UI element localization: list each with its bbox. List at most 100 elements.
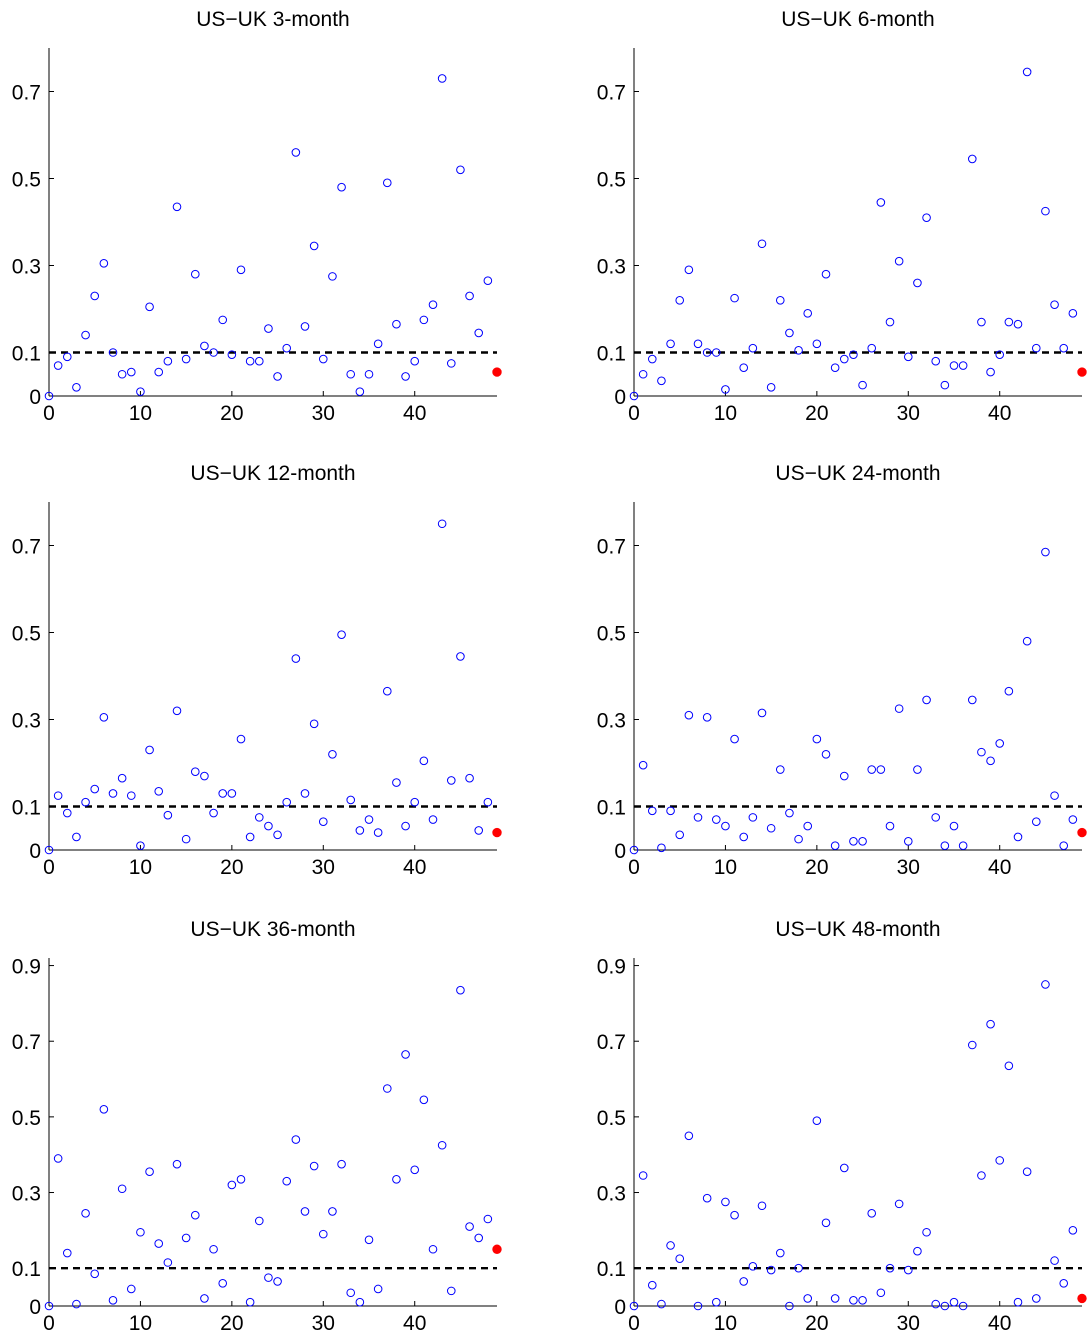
data-point	[483, 276, 493, 286]
data-point	[830, 841, 840, 850]
data-point	[940, 841, 950, 850]
data-point	[730, 1210, 739, 1220]
y-tick-label: 0	[29, 386, 41, 409]
data-point	[885, 1263, 895, 1273]
data-point	[437, 1140, 447, 1150]
data-point	[1050, 300, 1059, 309]
data-point	[757, 1201, 767, 1211]
x-tick-label: 40	[403, 402, 426, 425]
data-point	[328, 1207, 337, 1216]
data-point	[748, 1261, 758, 1271]
x-tick-label: 20	[805, 1312, 828, 1335]
chart-title: US−UK 12-month	[190, 462, 355, 485]
x-tick-label: 20	[220, 402, 243, 425]
data-point	[172, 202, 182, 212]
x-tick-label: 30	[897, 402, 920, 425]
x-tick-label: 0	[43, 856, 55, 879]
data-point	[190, 1210, 200, 1220]
data-point	[254, 356, 264, 366]
data-point	[437, 519, 447, 529]
y-tick-label: 0.3	[12, 710, 41, 733]
data-point	[410, 797, 420, 807]
y-tick-label: 0.3	[597, 256, 626, 279]
data-point	[1050, 1256, 1059, 1265]
data-point	[1022, 67, 1032, 77]
data-point	[456, 652, 465, 661]
data-point	[145, 302, 154, 312]
x-tick-label: 10	[129, 856, 152, 879]
data-point	[839, 771, 849, 781]
data-point	[419, 756, 429, 766]
x-tick-label: 40	[403, 1312, 426, 1335]
data-point	[154, 1239, 164, 1248]
data-point	[1031, 817, 1041, 827]
data-point	[136, 387, 145, 396]
y-tick-label: 0.3	[12, 256, 41, 279]
y-tick-label: 0.5	[12, 623, 41, 646]
data-point	[702, 713, 712, 722]
data-point	[181, 354, 191, 364]
data-point	[876, 198, 886, 207]
data-point	[967, 695, 977, 705]
data-point	[53, 1154, 63, 1163]
data-point	[730, 734, 739, 744]
data-point	[62, 808, 72, 818]
data-point	[958, 841, 968, 850]
data-point	[967, 154, 977, 164]
data-point	[373, 339, 383, 349]
data-point	[812, 339, 822, 349]
data-point	[117, 369, 127, 379]
data-point	[90, 291, 100, 301]
data-point	[647, 1280, 657, 1290]
data-point	[446, 359, 456, 368]
data-point	[967, 1040, 977, 1050]
data-point	[839, 1163, 849, 1173]
data-point	[1041, 206, 1050, 216]
data-point	[446, 1286, 456, 1296]
data-point	[657, 376, 666, 386]
data-point	[675, 296, 685, 305]
data-point	[346, 369, 356, 379]
data-point	[474, 826, 484, 835]
y-tick-label: 0.7	[597, 1031, 626, 1054]
data-point	[264, 821, 273, 831]
data-point	[785, 808, 794, 818]
data-point	[190, 269, 200, 279]
data-point	[830, 1294, 840, 1303]
data-point	[245, 832, 255, 842]
data-point	[858, 380, 867, 390]
data-point	[849, 350, 858, 359]
data-point	[200, 341, 209, 351]
data-point	[1031, 1294, 1041, 1303]
data-point	[1059, 841, 1069, 850]
data-point	[657, 843, 666, 853]
x-tick-label: 20	[805, 402, 828, 425]
x-tick-label: 10	[714, 856, 737, 879]
x-tick-label: 10	[129, 1312, 152, 1335]
chart-panel-2: US−UK 6-month 0 0.1 0.3 0.5 0.7 0 10 20 30 40	[597, 8, 1087, 425]
data-point	[273, 372, 282, 381]
data-point	[693, 1301, 703, 1311]
data-point	[81, 1209, 90, 1218]
data-point	[922, 695, 931, 705]
data-point	[373, 1284, 383, 1294]
data-point	[995, 739, 1005, 748]
y-tick-label: 0.7	[12, 536, 41, 559]
data-point	[894, 704, 904, 713]
data-point	[90, 1269, 100, 1279]
data-point	[876, 765, 886, 774]
data-point	[949, 361, 959, 370]
data-point	[227, 350, 237, 359]
data-point	[282, 797, 292, 807]
y-tick-label: 0.5	[597, 1107, 626, 1130]
data-point	[81, 797, 90, 807]
data-point	[227, 1180, 237, 1190]
data-point	[1059, 343, 1069, 353]
data-point	[1050, 791, 1059, 800]
data-point	[867, 343, 877, 353]
chart-panel-6: US−UK 48-month 0 0.1 0.3 0.5 0.7 0.9 0 10 20 30 40	[597, 918, 1087, 1335]
data-point	[218, 789, 228, 798]
data-point	[136, 1227, 145, 1237]
x-tick-label: 0	[43, 402, 55, 425]
data-point	[392, 319, 401, 329]
